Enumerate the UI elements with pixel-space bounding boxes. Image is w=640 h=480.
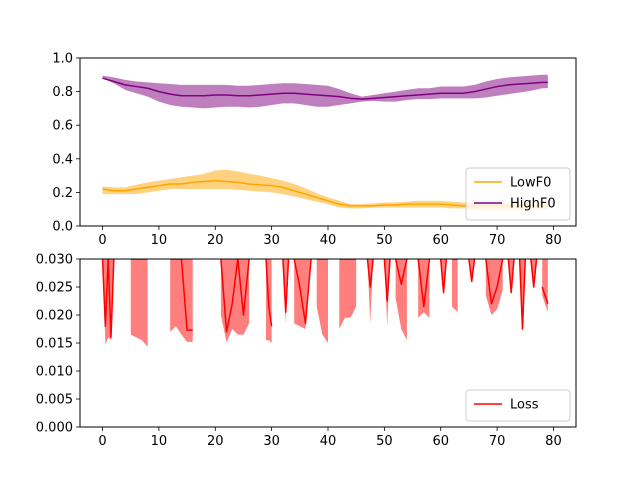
y-tick-label: 0.025: [36, 281, 73, 296]
legend-label-loss: Loss: [510, 398, 539, 413]
legend-box: [465, 167, 571, 221]
line-loss-13: [439, 259, 448, 294]
y-tick-label: 0.000: [36, 421, 73, 436]
line-loss-4: [265, 259, 273, 327]
line-loss-2: [170, 259, 193, 331]
band-highf0-0: [102, 74, 548, 109]
band-lowf0-0: [102, 169, 548, 210]
x-tick-label: 40: [320, 233, 337, 248]
band-loss-12: [418, 259, 430, 318]
x-tick-label: 0: [98, 233, 106, 248]
legend-box: [465, 389, 571, 422]
line-loss-5: [282, 259, 290, 313]
band-loss-16: [485, 259, 503, 315]
line-loss-10: [383, 259, 391, 302]
y-tick-label: 0.005: [36, 393, 73, 408]
x-tick-label: 20: [207, 434, 224, 449]
x-tick-label: 20: [207, 233, 224, 248]
x-tick-label: 60: [432, 434, 449, 449]
band-loss-11: [395, 259, 407, 341]
line-loss-3: [220, 259, 250, 333]
y-tick-label: 0.010: [36, 365, 73, 380]
x-tick-label: 40: [320, 434, 337, 449]
x-tick-label: 30: [263, 233, 280, 248]
y-tick-label: 0.8: [52, 85, 73, 100]
band-loss-14: [452, 259, 458, 313]
x-tick-label: 80: [545, 434, 562, 449]
legend: LowF0 HighF0: [465, 167, 571, 221]
line-loss-19: [530, 259, 538, 288]
legend-label-highf0: HighF0: [510, 197, 556, 212]
legend-label-lowf0: LowF0: [510, 176, 551, 191]
line-loss-16: [485, 259, 504, 305]
y-tick-label: 0.015: [36, 337, 73, 352]
bottom-axes-loss: 0 10 20 30 40 50 60 70 80 0.000 0.005 0.010 0.015 0.0…: [36, 253, 577, 449]
line-loss-6: [293, 259, 312, 325]
legend: Loss: [465, 389, 571, 422]
line-loss-0: [101, 259, 115, 339]
band-loss-8: [339, 259, 357, 329]
top-axes-f0: 0 10 20 30 40 50 60 70 80 0.0 0.2 0.4 0.6 0.8 1.0 LowF0…: [52, 52, 577, 248]
y-tick-label: 0.4: [52, 152, 73, 167]
line-loss-17: [507, 259, 515, 294]
line-highf0-0: [102, 77, 548, 100]
line-loss-12: [417, 259, 431, 308]
y-tick-label: 0.0: [52, 220, 73, 235]
x-tick-label: 30: [263, 434, 280, 449]
line-loss-11: [394, 259, 408, 285]
y-tick-label: 0.2: [52, 186, 73, 201]
x-tick-label: 0: [98, 434, 106, 449]
line-loss-20: [541, 286, 549, 305]
x-tick-label: 10: [151, 434, 168, 449]
y-tick-label: 0.020: [36, 309, 73, 324]
line-loss-9: [366, 259, 374, 288]
x-tick-label: 70: [489, 233, 506, 248]
x-tick-label: 50: [376, 233, 393, 248]
band-loss-7: [316, 259, 328, 343]
plot-area: [101, 259, 549, 347]
band-loss-1: [130, 259, 148, 347]
x-tick-label: 10: [151, 233, 168, 248]
x-tick-label: 60: [432, 233, 449, 248]
y-tick-label: 0.030: [36, 253, 73, 268]
x-tick-label: 50: [376, 434, 393, 449]
y-tick-label: 1.0: [52, 52, 73, 67]
x-tick-label: 70: [489, 434, 506, 449]
line-loss-15: [468, 259, 476, 283]
line-loss-18: [518, 259, 527, 330]
x-tick-label: 80: [545, 233, 562, 248]
y-tick-label: 0.6: [52, 119, 73, 134]
